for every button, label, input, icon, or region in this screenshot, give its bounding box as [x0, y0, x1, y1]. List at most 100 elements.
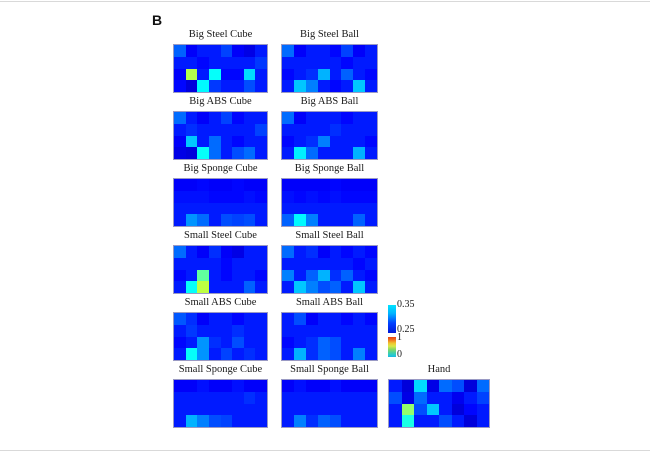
heatmap-cell [329, 214, 342, 226]
heatmap-cell [174, 324, 186, 337]
heatmap-cell [439, 403, 452, 416]
heatmap-cell [220, 391, 233, 404]
heatmap-cell [305, 45, 318, 57]
heatmap-title: Big ABS Ball [300, 96, 359, 107]
heatmap-cell [293, 45, 306, 57]
heatmap-cell [341, 68, 354, 81]
heatmap-cell [305, 281, 318, 293]
heatmap-cell [329, 112, 342, 124]
heatmap-cell [317, 415, 330, 427]
heatmap-cell [317, 190, 330, 203]
heatmap-cell [305, 179, 318, 191]
heatmap-cell [232, 147, 244, 159]
heatmap-cell [305, 214, 318, 226]
heatmap-cell [232, 56, 244, 69]
heatmap-cell [389, 391, 402, 404]
heatmap-cell [208, 112, 221, 124]
heatmap-cell [255, 281, 267, 293]
heatmap-cell [439, 391, 452, 404]
heatmap-panel-small-sponge-ball: Small Sponge Ball [281, 364, 378, 428]
heatmap-title: Small Steel Ball [295, 230, 364, 241]
heatmap-cell [329, 380, 342, 392]
heatmap-cell [476, 380, 489, 392]
heatmap-cell [197, 257, 209, 270]
heatmap-cell [232, 214, 244, 226]
heatmap-cell [197, 246, 209, 258]
heatmap-cell [317, 324, 330, 337]
heatmap-cell [208, 257, 221, 270]
heatmap-cell [305, 135, 318, 148]
heatmap-cell [232, 380, 244, 392]
heatmap-cell [174, 56, 186, 69]
heatmap-cell [282, 391, 294, 404]
heatmap-cell [208, 179, 221, 191]
heatmap-cell [293, 246, 306, 258]
heatmap-cell [185, 214, 198, 226]
heatmap-cell [282, 348, 294, 360]
heatmap-cell [243, 380, 256, 392]
heatmap-cell [208, 56, 221, 69]
heatmap-cell [341, 415, 354, 427]
heatmap-cell [282, 56, 294, 69]
heatmap-cell [293, 135, 306, 148]
heatmap-cell [414, 391, 427, 404]
heatmap-title: Small Sponge Ball [290, 364, 369, 375]
heatmap-cell [232, 348, 244, 360]
heatmap-cell [353, 135, 366, 148]
heatmap-cell [353, 348, 366, 360]
heatmap-cell [317, 246, 330, 258]
heatmap-cell [197, 415, 209, 427]
heatmap-cell [282, 123, 294, 136]
heatmap-cell [341, 324, 354, 337]
heatmap-cell [255, 324, 267, 337]
heatmap-cell [353, 68, 366, 81]
heatmap-cell [197, 80, 209, 92]
heatmap-cell [476, 391, 489, 404]
heatmap-cell [220, 112, 233, 124]
heatmap-cell [185, 45, 198, 57]
heatmap-cell [414, 380, 427, 392]
heatmap-cell [365, 68, 377, 81]
heatmap-cell [243, 403, 256, 416]
heatmap-cell [451, 380, 464, 392]
heatmap-cell [353, 80, 366, 92]
heatmap-cell [185, 391, 198, 404]
heatmap-cell [243, 135, 256, 148]
heatmap-cell [305, 147, 318, 159]
heatmap-cell [353, 246, 366, 258]
heatmap-cell [353, 257, 366, 270]
heatmap-cell [197, 391, 209, 404]
heatmap-cell [174, 135, 186, 148]
heatmap-cell [220, 313, 233, 325]
heatmap-cell [476, 403, 489, 416]
heatmap-cell [341, 403, 354, 416]
heatmap-cell [426, 415, 439, 427]
heatmap-cell [282, 257, 294, 270]
heatmap-cell [414, 403, 427, 416]
heatmap-cell [220, 179, 233, 191]
heatmap-cell [317, 281, 330, 293]
heatmap-cell [329, 80, 342, 92]
heatmap-cell [208, 380, 221, 392]
heatmap-cell [365, 202, 377, 215]
heatmap-cell [282, 80, 294, 92]
heatmap-panel-small-steel-ball: Small Steel Ball [281, 230, 378, 294]
heatmap-cell [197, 45, 209, 57]
heatmap-cell [317, 147, 330, 159]
heatmap-cell [232, 123, 244, 136]
heatmap-cell [197, 68, 209, 81]
heatmap-cell [282, 324, 294, 337]
heatmap-cell [255, 123, 267, 136]
heatmap-cell [329, 269, 342, 282]
heatmap-cell [243, 112, 256, 124]
figure-bottom-border [0, 450, 650, 451]
heatmap-cell [197, 403, 209, 416]
heatmap-cell [329, 147, 342, 159]
heatmap-cell [317, 403, 330, 416]
heatmap-cell [255, 190, 267, 203]
heatmap-cell [232, 80, 244, 92]
heatmap-cell [341, 80, 354, 92]
heatmap-cell [174, 336, 186, 349]
heatmap-cell [255, 45, 267, 57]
heatmap-cell [451, 391, 464, 404]
